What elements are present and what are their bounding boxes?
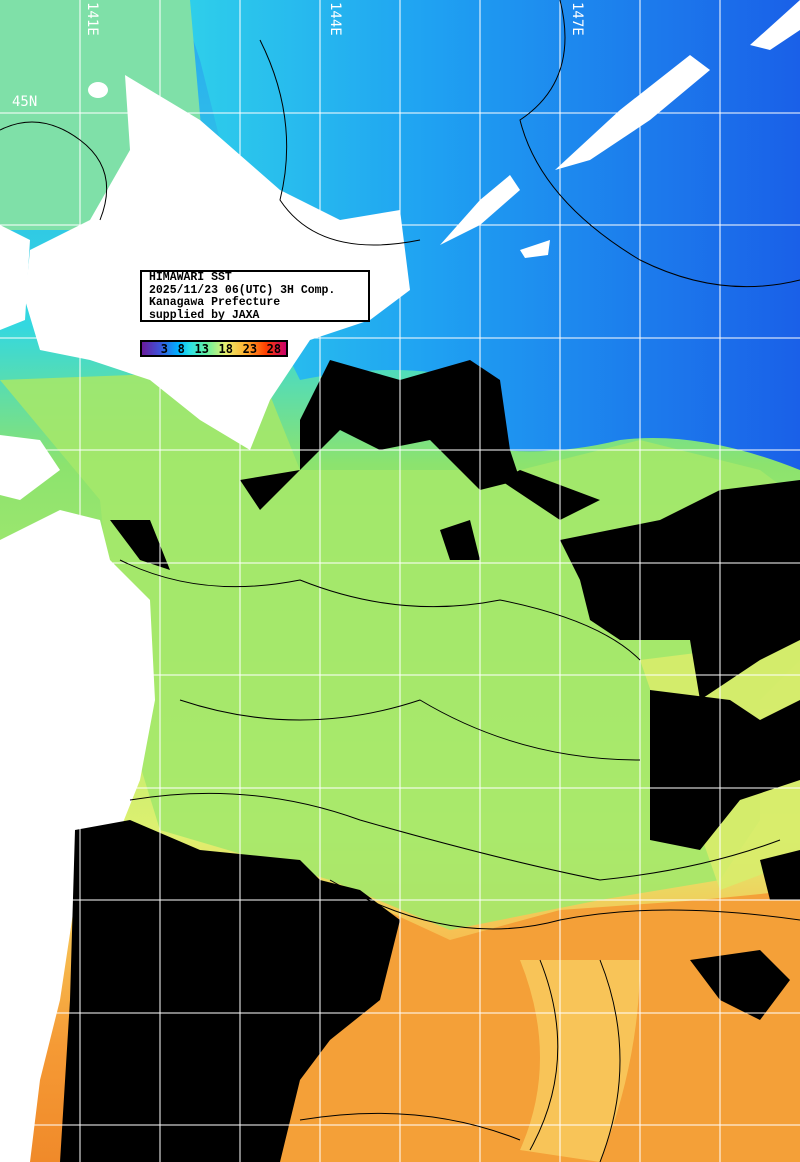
colorbar-tick: 23 (242, 341, 258, 356)
colorbar-tick: 28 (266, 341, 282, 356)
colorbar-tick: 13 (194, 341, 209, 356)
info-box: HIMAWARI SST 2025/11/23 06(UTC) 3H Comp.… (140, 270, 370, 322)
colorbar-tick: 3 (160, 341, 169, 356)
info-prefecture: Kanagawa Prefecture (149, 296, 281, 309)
rishiri-island (88, 82, 108, 98)
info-title: HIMAWARI SST (149, 271, 232, 284)
shikotan-island (520, 240, 550, 258)
lon-label-144e: 144E (327, 2, 343, 36)
info-credit: supplied by JAXA (149, 308, 260, 322)
lon-label-147e: 147E (569, 2, 585, 36)
colorbar-tick: 8 (177, 341, 185, 356)
hokkaido-land (25, 75, 410, 450)
warm-tongue (520, 960, 640, 1162)
lon-label-141e: 141E (84, 2, 100, 36)
cloud-mask (60, 360, 800, 1162)
colorbar-tick: 18 (218, 341, 233, 356)
kuril-island-urup (750, 0, 800, 50)
oshima-land (0, 225, 30, 330)
info-datetime: 2025/11/23 06(UTC) 3H Comp. (149, 283, 336, 297)
temperature-colorbar: 3 8 13 18 23 28 (140, 340, 288, 357)
shimokita-land (0, 435, 60, 500)
lat-label-45n: 45N (12, 94, 38, 110)
